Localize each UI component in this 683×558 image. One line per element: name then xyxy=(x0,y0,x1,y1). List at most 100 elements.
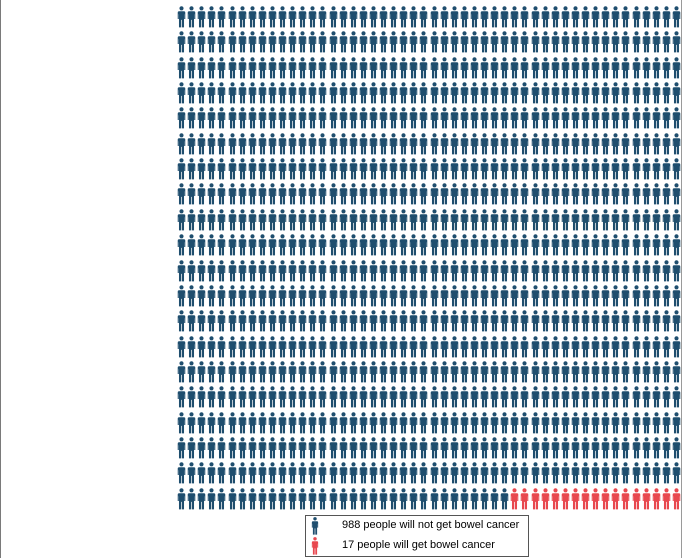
person-icon xyxy=(500,462,509,484)
person-icon xyxy=(228,285,236,307)
person-icon xyxy=(410,437,418,459)
person-icon xyxy=(329,437,337,459)
person-icon xyxy=(329,107,337,129)
person-icon xyxy=(511,462,519,484)
person-icon xyxy=(298,234,307,256)
person-icon xyxy=(197,6,206,28)
person-icon xyxy=(450,158,458,180)
person-icon xyxy=(248,310,256,332)
person-icon xyxy=(379,82,388,104)
person-icon xyxy=(228,6,236,28)
person-icon xyxy=(531,361,539,383)
person-icon xyxy=(197,107,206,129)
person-icon xyxy=(420,386,428,408)
person-icon xyxy=(521,82,529,104)
person-icon xyxy=(561,487,570,509)
person-icon xyxy=(521,6,529,28)
person-icon xyxy=(319,259,327,281)
person-icon xyxy=(278,6,287,28)
person-icon xyxy=(258,259,267,281)
person-icon xyxy=(642,259,650,281)
person-icon xyxy=(652,411,660,433)
person-icon xyxy=(278,259,287,281)
person-icon xyxy=(399,56,408,79)
person-icon xyxy=(480,462,489,484)
person-icon xyxy=(531,6,539,28)
person-icon xyxy=(228,437,236,459)
person-icon xyxy=(581,259,590,281)
person-icon xyxy=(632,462,640,484)
person-icon xyxy=(541,56,549,79)
person-icon xyxy=(490,310,499,332)
person-icon xyxy=(177,234,186,256)
person-icon xyxy=(197,234,206,256)
person-icon xyxy=(177,411,186,433)
person-icon xyxy=(208,6,216,28)
person-icon xyxy=(228,386,236,408)
person-icon xyxy=(218,158,226,180)
person-icon xyxy=(672,56,681,79)
person-icon xyxy=(369,462,378,484)
person-icon xyxy=(480,487,489,509)
person-icon xyxy=(379,335,388,357)
person-icon xyxy=(511,310,519,332)
person-icon xyxy=(531,209,539,231)
person-icon xyxy=(309,437,317,459)
person-icon xyxy=(632,259,640,281)
person-icon xyxy=(450,487,458,509)
person-icon xyxy=(329,56,337,79)
person-icon xyxy=(309,361,317,383)
person-icon xyxy=(571,107,580,129)
person-icon xyxy=(349,310,357,332)
person-icon xyxy=(591,285,600,307)
person-icon xyxy=(359,158,368,180)
person-icon xyxy=(490,259,499,281)
person-icon xyxy=(298,183,307,205)
person-icon xyxy=(309,133,317,155)
person-icon xyxy=(490,82,499,104)
person-icon xyxy=(541,6,549,28)
person-icon xyxy=(258,82,267,104)
person-icon xyxy=(642,411,650,433)
person-icon xyxy=(622,56,630,79)
person-icon xyxy=(420,234,428,256)
person-icon xyxy=(379,437,388,459)
person-icon xyxy=(319,285,327,307)
person-icon xyxy=(490,133,499,155)
person-icon xyxy=(440,6,448,28)
person-icon xyxy=(349,209,357,231)
person-icon xyxy=(359,462,368,484)
person-icon xyxy=(551,183,559,205)
person-icon xyxy=(420,6,428,28)
person-icon xyxy=(177,437,186,459)
person-icon xyxy=(349,158,357,180)
person-icon xyxy=(571,183,580,205)
person-icon xyxy=(450,133,458,155)
person-icon xyxy=(662,31,671,53)
person-icon xyxy=(551,107,559,129)
person-icon xyxy=(349,56,357,79)
person-icon xyxy=(410,285,418,307)
person-icon xyxy=(238,31,246,53)
person-icon xyxy=(177,209,186,231)
person-icon xyxy=(490,487,499,509)
person-icon xyxy=(521,158,529,180)
person-icon xyxy=(268,335,277,357)
person-icon xyxy=(632,82,640,104)
person-icon xyxy=(561,259,570,281)
person-icon xyxy=(311,537,319,555)
person-icon xyxy=(541,107,549,129)
person-icon xyxy=(218,335,226,357)
person-icon xyxy=(662,6,671,28)
person-icon xyxy=(187,386,196,408)
person-icon xyxy=(581,285,590,307)
person-icon xyxy=(379,259,388,281)
person-icon xyxy=(420,487,428,509)
person-icon xyxy=(319,31,327,53)
person-icon xyxy=(450,285,458,307)
person-icon xyxy=(622,133,630,155)
person-icon xyxy=(460,82,469,104)
person-icon xyxy=(662,133,671,155)
person-icon xyxy=(389,259,398,281)
person-icon xyxy=(531,107,539,129)
